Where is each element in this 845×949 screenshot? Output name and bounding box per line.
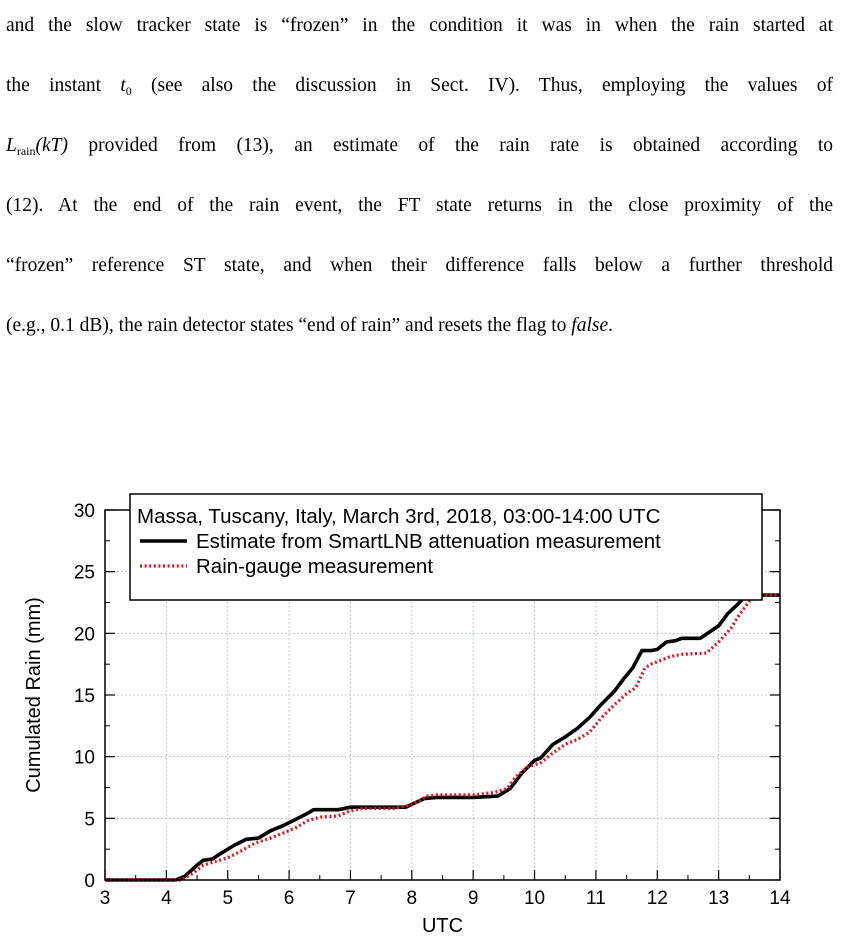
y-tick-label: 25 [74,563,95,584]
y-tick-label: 5 [84,809,95,830]
legend-entry: Rain-gauge measurement [196,555,433,578]
text-line-4: (12). At the end of the rain event, the … [6,195,833,216]
paragraph-line: (e.g., 0.1 dB), the rain detector states… [6,306,833,346]
x-tick-label: 12 [647,888,668,909]
cumulated-rain-chart: 3 4 5 6 7 8 9 10 11 12 13 14 0 5 10 15 20 25 30 Massa, Tus… [23,493,791,937]
x-tick-label: 10 [524,888,545,909]
symbol-t: t [120,75,126,96]
symbol-kT: (kT) [35,135,69,156]
x-tick-label: 7 [345,888,356,909]
x-tick-label: 8 [407,888,418,909]
y-tick-label: 20 [74,624,95,645]
x-tick-label: 13 [708,888,729,909]
series-line-estimate [105,593,780,882]
x-axis-label: UTC [422,915,463,937]
subscript-zero: 0 [125,84,132,98]
text-line-5: “frozen” reference ST state, and when th… [6,255,833,276]
paragraph-line: “frozen” reference ST state, and when th… [6,246,833,286]
series-line-rain-gauge [105,593,780,882]
x-tick-label: 6 [284,888,295,909]
legend-entry: Estimate from SmartLNB attenuation measu… [196,530,661,553]
y-tick-label: 15 [74,686,95,707]
text-span: the instant [6,75,121,96]
chart-title: Massa, Tuscany, Italy, March 3rd, 2018, … [137,505,661,528]
paragraph-line: the instant t0 (see also the discussion … [6,66,833,106]
x-tick-label: 3 [100,888,111,909]
paragraph-line: Lrain(kT) provided from (13), an estimat… [6,126,833,166]
subscript-rain: rain [16,144,36,158]
italic-false: false [571,315,609,336]
paragraph-line: (12). At the end of the rain event, the … [6,186,833,226]
x-tick-label: 4 [161,888,172,909]
paper-paragraph: and the slow tracker state is “frozen” i… [6,6,833,346]
y-tick-label: 10 [74,748,95,769]
chart-series [105,593,780,882]
y-axis-label: Cumulated Rain (mm) [23,597,45,793]
y-tick-label: 0 [84,871,95,892]
legend-box [129,493,763,601]
chart-axis-labels: UTC Cumulated Rain (mm) [23,597,463,937]
text-span: . [608,315,614,336]
x-tick-label: 11 [586,888,606,909]
text-span: (e.g., 0.1 dB), the rain detector states… [6,315,572,336]
x-tick-label: 14 [769,888,791,909]
paragraph-line: and the slow tracker state is “frozen” i… [6,6,833,46]
x-tick-label: 9 [468,888,479,909]
symbol-L: L [6,135,17,156]
y-tick-label: 30 [74,501,95,522]
text-span: provided from (13), an estimate of the r… [68,135,833,156]
text-line-1: and the slow tracker state is “frozen” i… [6,15,833,36]
text-span: (see also the discussion in Sect. IV). T… [131,75,833,96]
chart-legend: Massa, Tuscany, Italy, March 3rd, 2018, … [129,493,763,601]
x-tick-label: 5 [222,888,233,909]
